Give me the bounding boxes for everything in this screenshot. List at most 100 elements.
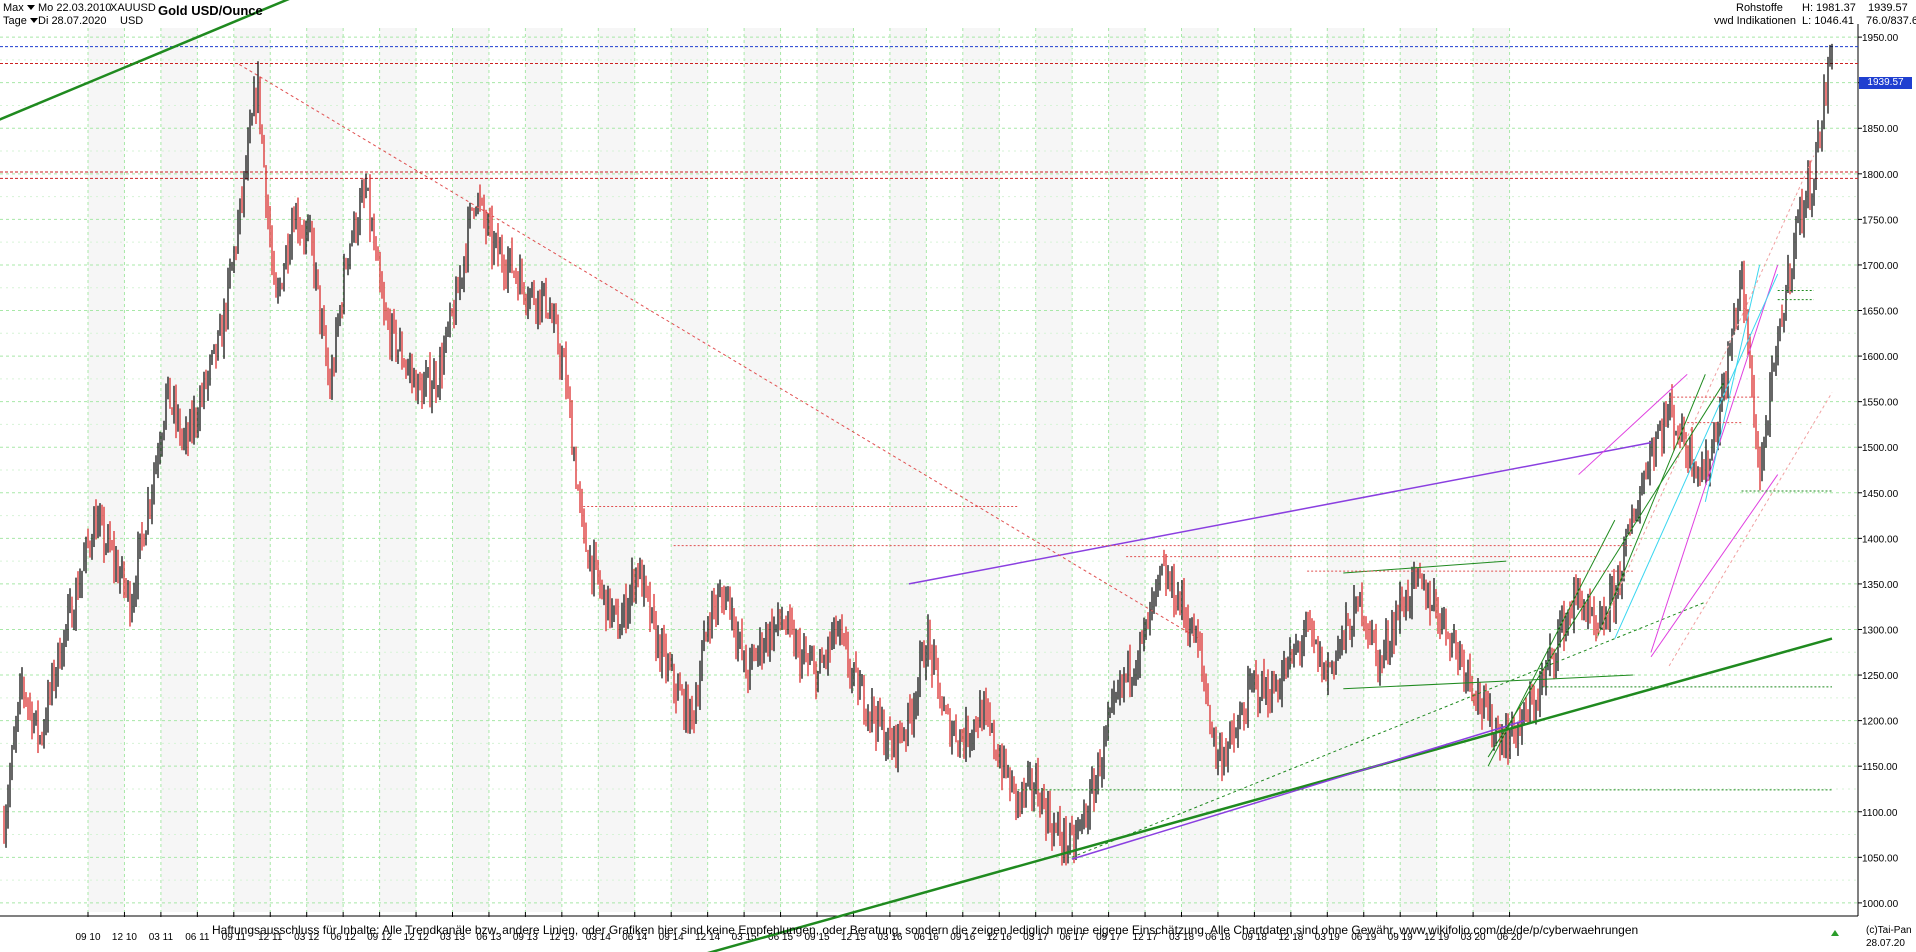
x-band bbox=[160, 28, 198, 912]
x-band bbox=[962, 28, 1000, 912]
x-tick-label: 03 19 bbox=[1315, 932, 1340, 943]
trend-line bbox=[1596, 374, 1706, 639]
y-tick-label: 1850.00 bbox=[1862, 124, 1899, 135]
y-tick-label: 1200.00 bbox=[1862, 717, 1899, 728]
x-tick-label: 09 17 bbox=[1096, 932, 1121, 943]
up-arrow-icon bbox=[1831, 930, 1839, 936]
y-tick-label: 1650.00 bbox=[1862, 307, 1899, 318]
y-tick-label: 1250.00 bbox=[1862, 671, 1899, 682]
x-band bbox=[598, 28, 635, 912]
y-tick-label: 1400.00 bbox=[1862, 534, 1899, 545]
x-tick-label: 09 19 bbox=[1388, 932, 1413, 943]
x-tick-label: 06 11 bbox=[185, 932, 210, 943]
x-tick-label: 12 11 bbox=[258, 932, 283, 943]
source-label: vwd Indikationen bbox=[1714, 15, 1796, 27]
x-band bbox=[452, 28, 489, 912]
x-band bbox=[671, 28, 708, 912]
range-selector[interactable]: Max bbox=[3, 2, 37, 15]
x-band bbox=[1400, 28, 1437, 912]
high-label: H: 1981.37 bbox=[1802, 2, 1856, 14]
symbol-label: XAUUSD bbox=[110, 2, 156, 14]
x-tick-label: 12 17 bbox=[1133, 932, 1158, 943]
last-price-tag: 1939.57 bbox=[1859, 77, 1912, 89]
x-band bbox=[1108, 28, 1146, 912]
x-tick-label: 03 20 bbox=[1461, 932, 1486, 943]
copyright-label: (c)Tai-Pan bbox=[1866, 925, 1912, 936]
x-tick-label: 12 16 bbox=[987, 932, 1012, 943]
x-tick-label: 03 14 bbox=[586, 932, 611, 943]
trend-line bbox=[1343, 560, 1507, 574]
x-tick-label: 09 11 bbox=[222, 932, 247, 943]
range-pct-label: 76.0/837.6 bbox=[1866, 15, 1916, 27]
x-tick-label: 06 17 bbox=[1060, 932, 1085, 943]
trend-line bbox=[1704, 264, 1761, 503]
x-tick-label: 09 14 bbox=[659, 932, 684, 943]
interval-selector[interactable]: Tage bbox=[3, 15, 40, 28]
y-tick-label: 1600.00 bbox=[1862, 352, 1899, 363]
x-tick-label: 09 12 bbox=[367, 932, 392, 943]
low-label: L: 1046.41 bbox=[1802, 15, 1854, 27]
chevron-down-icon[interactable] bbox=[26, 5, 35, 11]
y-tick-label: 1750.00 bbox=[1862, 215, 1899, 226]
range-label: Max bbox=[3, 2, 24, 14]
y-tick-label: 1100.00 bbox=[1862, 808, 1898, 819]
x-tick-label: 06 16 bbox=[914, 932, 939, 943]
x-tick-label: 03 11 bbox=[149, 932, 174, 943]
y-tick-label: 1800.00 bbox=[1862, 170, 1899, 181]
x-tick-label: 12 10 bbox=[112, 932, 137, 943]
y-tick-label: 1950.00 bbox=[1862, 33, 1899, 44]
x-tick-label: 03 12 bbox=[294, 932, 319, 943]
trend-line bbox=[0, 0, 290, 121]
date-to: Di 28.07.2020 bbox=[38, 15, 107, 27]
x-tick-label: 06 20 bbox=[1497, 932, 1522, 943]
trend-line bbox=[1343, 674, 1633, 690]
trend-line bbox=[1487, 383, 1724, 758]
x-tick-label: 09 16 bbox=[950, 932, 975, 943]
trend-line bbox=[1650, 474, 1779, 658]
interval-label: Tage bbox=[3, 15, 27, 27]
chart-title: Gold USD/Ounce bbox=[158, 3, 263, 18]
x-band bbox=[88, 28, 125, 912]
x-band bbox=[1181, 28, 1218, 912]
trend-line bbox=[1614, 273, 1779, 639]
y-tick-label: 1700.00 bbox=[1862, 261, 1899, 272]
trend-line bbox=[1650, 264, 1779, 653]
current-date-label: 28.07.20 bbox=[1866, 938, 1905, 949]
x-tick-label: 12 15 bbox=[841, 932, 866, 943]
category-label: Rohstoffe bbox=[1736, 2, 1783, 14]
x-tick-label: 09 10 bbox=[75, 932, 100, 943]
x-tick-label: 09 13 bbox=[513, 932, 538, 943]
currency-label: USD bbox=[120, 15, 144, 27]
y-tick-label: 1350.00 bbox=[1862, 580, 1899, 591]
x-tick-label: 06 19 bbox=[1351, 932, 1376, 943]
y-tick-label: 1300.00 bbox=[1862, 625, 1899, 636]
x-tick-label: 03 13 bbox=[440, 932, 465, 943]
x-tick-label: 03 17 bbox=[1023, 932, 1048, 943]
y-tick-label: 1050.00 bbox=[1862, 853, 1899, 864]
x-tick-label: 06 18 bbox=[1205, 932, 1230, 943]
trend-line bbox=[1487, 519, 1616, 767]
x-tick-label: 12 14 bbox=[695, 932, 720, 943]
x-tick-label: 03 18 bbox=[1169, 932, 1194, 943]
x-tick-label: 03 16 bbox=[877, 932, 902, 943]
x-tick-label: 12 12 bbox=[404, 932, 429, 943]
x-tick-label: 03 15 bbox=[732, 932, 757, 943]
x-tick-label: 12 18 bbox=[1278, 932, 1303, 943]
trend-line bbox=[1668, 392, 1833, 667]
x-band bbox=[1035, 28, 1073, 912]
x-tick-label: 12 19 bbox=[1424, 932, 1449, 943]
x-tick-label: 06 15 bbox=[768, 932, 793, 943]
y-tick-label: 1500.00 bbox=[1862, 443, 1899, 454]
x-tick-label: 06 13 bbox=[476, 932, 501, 943]
y-tick-label: 1450.00 bbox=[1862, 489, 1899, 500]
y-tick-label: 1550.00 bbox=[1862, 398, 1899, 409]
x-band bbox=[525, 28, 562, 912]
chevron-down-icon[interactable] bbox=[29, 18, 38, 24]
disclaimer-text: Haftungsausschluss für Inhalte: Alle Tre… bbox=[212, 923, 1639, 937]
y-tick-label: 1150.00 bbox=[1862, 762, 1898, 773]
x-tick-label: 06 14 bbox=[622, 932, 647, 943]
last-price-label: 1939.57 bbox=[1868, 2, 1908, 14]
trend-line bbox=[908, 441, 1652, 585]
